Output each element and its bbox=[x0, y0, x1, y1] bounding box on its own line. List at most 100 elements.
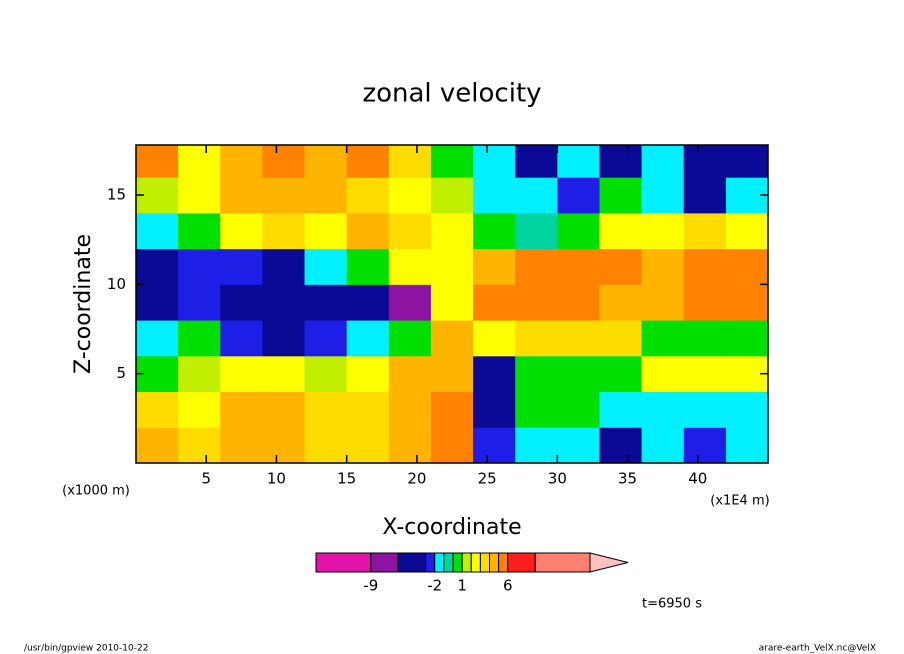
field-cell bbox=[220, 391, 263, 428]
colorbar-box bbox=[489, 552, 500, 573]
colorbar-tick-label: 6 bbox=[503, 577, 513, 595]
field-cell bbox=[430, 355, 474, 393]
field-cell bbox=[430, 248, 474, 285]
field-cell bbox=[346, 177, 390, 214]
field-cell bbox=[346, 284, 390, 321]
colorbar-box bbox=[443, 552, 454, 573]
field-cell bbox=[346, 427, 390, 463]
colorbar-box bbox=[498, 552, 509, 573]
field-cell bbox=[346, 391, 390, 428]
field-cell bbox=[599, 177, 643, 214]
x-tick-label: 40 bbox=[688, 470, 707, 488]
field-cell bbox=[473, 177, 516, 214]
field-cell bbox=[641, 355, 685, 393]
field-cell bbox=[515, 355, 558, 393]
field-cell bbox=[262, 212, 306, 250]
field-cell bbox=[599, 427, 643, 463]
field-cell bbox=[178, 427, 221, 463]
field-cell bbox=[641, 320, 685, 357]
field-cell bbox=[388, 391, 432, 428]
field-cell bbox=[262, 320, 306, 357]
x-tick-label: 10 bbox=[267, 470, 286, 488]
colorbar-box bbox=[507, 552, 536, 573]
field-cell bbox=[262, 355, 306, 393]
field-cell bbox=[683, 355, 727, 393]
field-cell bbox=[641, 284, 685, 321]
field-cell bbox=[136, 427, 179, 463]
y-tick-label: 10 bbox=[107, 275, 126, 293]
field-cell bbox=[178, 284, 221, 321]
colorbar-box bbox=[534, 552, 591, 573]
field-cell bbox=[304, 320, 348, 357]
colorbar-box bbox=[370, 552, 399, 573]
field-cell bbox=[557, 177, 600, 214]
y-unit: (x1000 m) bbox=[62, 484, 130, 499]
field-cell bbox=[515, 320, 558, 357]
y-axis-label: Z-coordinate bbox=[71, 234, 96, 374]
field-cell bbox=[430, 320, 474, 357]
colorbar-box bbox=[461, 552, 472, 573]
field-cell bbox=[473, 320, 516, 357]
field-cell bbox=[346, 212, 390, 250]
field-cell bbox=[136, 248, 179, 285]
field-cell bbox=[304, 284, 348, 321]
field-cell bbox=[683, 212, 727, 250]
chart-title: zonal velocity bbox=[362, 79, 541, 109]
field-cell bbox=[473, 145, 516, 178]
field-cell bbox=[220, 284, 263, 321]
field-cell bbox=[473, 355, 516, 393]
field-cell bbox=[473, 284, 516, 321]
x-tick-label: 20 bbox=[407, 470, 426, 488]
field-cell bbox=[557, 427, 600, 463]
field-cell bbox=[599, 391, 643, 428]
field-cell bbox=[430, 284, 474, 321]
field-cell bbox=[262, 145, 306, 178]
field-cell bbox=[515, 145, 558, 178]
field-cell bbox=[473, 212, 516, 250]
field-cell bbox=[725, 320, 768, 357]
field-cell bbox=[557, 355, 600, 393]
field-cell bbox=[557, 145, 600, 178]
field-cell bbox=[725, 212, 768, 250]
field-cell bbox=[178, 320, 221, 357]
field-cell bbox=[683, 284, 727, 321]
field-cell bbox=[220, 320, 263, 357]
field-cell bbox=[262, 248, 306, 285]
field-cell bbox=[220, 177, 263, 214]
field-cell bbox=[683, 320, 727, 357]
field-cell bbox=[178, 391, 221, 428]
field-cell bbox=[388, 248, 432, 285]
field-cell bbox=[430, 145, 474, 178]
field-cell bbox=[388, 177, 432, 214]
colorbar-tick-label: 1 bbox=[457, 577, 467, 595]
field-cell bbox=[515, 427, 558, 463]
x-tick-label: 15 bbox=[337, 470, 356, 488]
x-axis-label: X-coordinate bbox=[382, 515, 521, 540]
field-cell bbox=[430, 427, 474, 463]
field-cell bbox=[178, 177, 221, 214]
field-cell bbox=[136, 320, 179, 357]
x-tick-label: 25 bbox=[478, 470, 497, 488]
field-cell bbox=[599, 212, 643, 250]
field-cell bbox=[725, 391, 768, 428]
field-cell bbox=[557, 391, 600, 428]
field-cell bbox=[557, 320, 600, 357]
field-cell bbox=[220, 145, 263, 178]
colorbar-extension bbox=[589, 552, 629, 573]
field-cell bbox=[346, 248, 390, 285]
field-cell bbox=[262, 391, 306, 428]
field-cell bbox=[346, 145, 390, 178]
colorbar-box bbox=[425, 552, 436, 573]
field-cell bbox=[220, 355, 263, 393]
field-cell bbox=[557, 248, 600, 285]
field-cell bbox=[641, 145, 685, 178]
field-cell bbox=[388, 355, 432, 393]
field-cell bbox=[304, 248, 348, 285]
y-tick-label: 15 bbox=[107, 186, 126, 204]
field-cell bbox=[599, 320, 643, 357]
colorbar-box bbox=[434, 552, 445, 573]
x-tick-label: 30 bbox=[548, 470, 567, 488]
field-cell bbox=[304, 355, 348, 393]
field-cell bbox=[388, 212, 432, 250]
field-cell bbox=[388, 427, 432, 463]
